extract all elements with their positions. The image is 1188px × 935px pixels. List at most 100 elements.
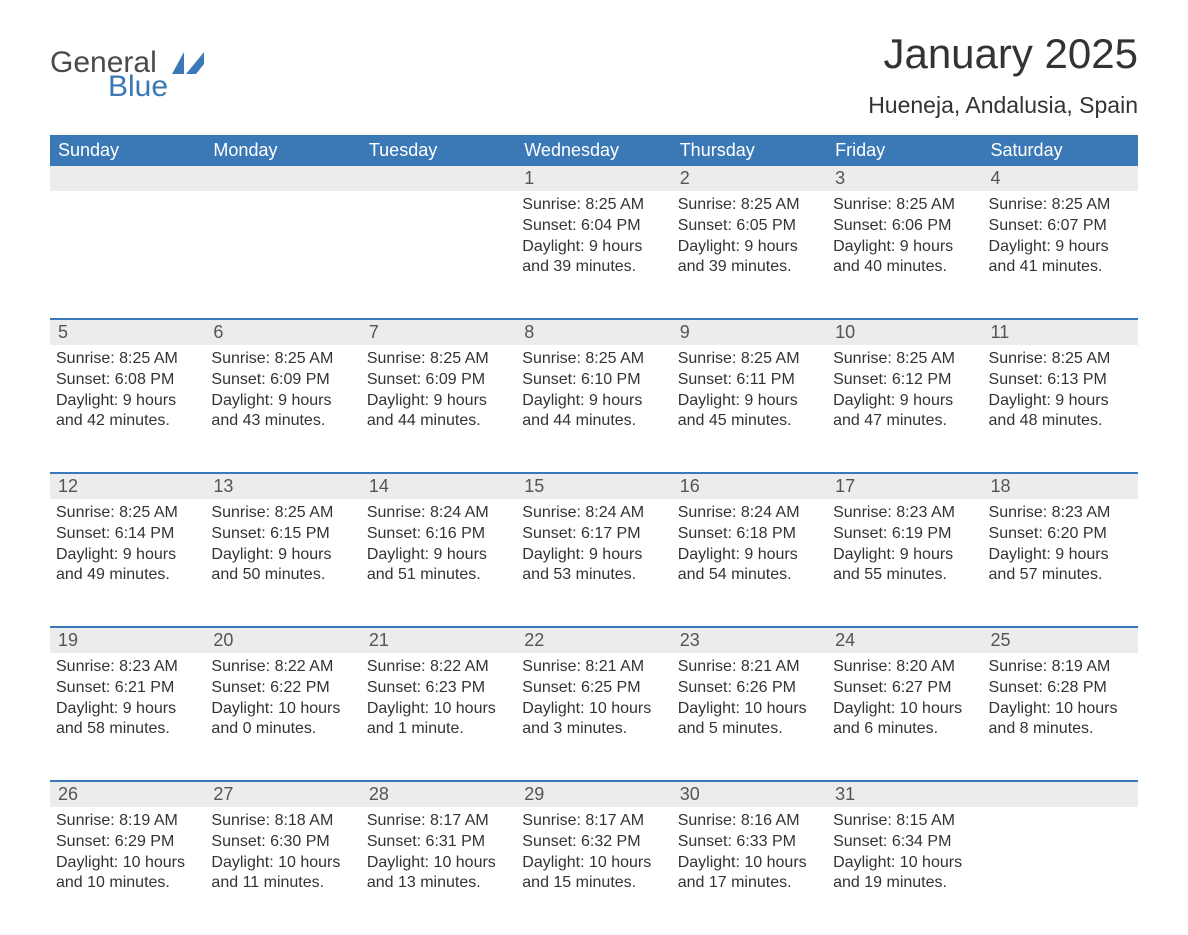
day-cell	[205, 191, 360, 319]
day-cell: Sunrise: 8:25 AMSunset: 6:15 PMDaylight:…	[205, 499, 360, 627]
daylight-line: and 0 minutes.	[211, 719, 352, 740]
daylight-line: Daylight: 10 hours	[522, 853, 663, 874]
sunrise-line: Sunrise: 8:15 AM	[833, 811, 974, 832]
daylight-line: Daylight: 9 hours	[56, 545, 197, 566]
day-cell: Sunrise: 8:17 AMSunset: 6:31 PMDaylight:…	[361, 807, 516, 935]
day-number: 21	[361, 627, 516, 653]
day-cell: Sunrise: 8:25 AMSunset: 6:14 PMDaylight:…	[50, 499, 205, 627]
daylight-line: Daylight: 10 hours	[367, 853, 508, 874]
daylight-line: and 51 minutes.	[367, 565, 508, 586]
day-cell: Sunrise: 8:25 AMSunset: 6:04 PMDaylight:…	[516, 191, 671, 319]
daynum-row: 567891011	[50, 319, 1138, 345]
day-details: Sunrise: 8:24 AMSunset: 6:17 PMDaylight:…	[516, 499, 671, 586]
day-cell: Sunrise: 8:21 AMSunset: 6:25 PMDaylight:…	[516, 653, 671, 781]
sunrise-line: Sunrise: 8:25 AM	[678, 349, 819, 370]
daylight-line: and 13 minutes.	[367, 873, 508, 894]
daylight-line: and 39 minutes.	[678, 257, 819, 278]
sunrise-line: Sunrise: 8:25 AM	[833, 349, 974, 370]
day-number: 12	[50, 473, 205, 499]
day-number: 14	[361, 473, 516, 499]
daylight-line: and 48 minutes.	[989, 411, 1130, 432]
sunset-line: Sunset: 6:09 PM	[211, 370, 352, 391]
month-title: January 2025	[868, 30, 1138, 78]
day-number: 15	[516, 473, 671, 499]
weekday-header: Tuesday	[361, 135, 516, 166]
sunset-line: Sunset: 6:11 PM	[678, 370, 819, 391]
daylight-line: Daylight: 9 hours	[989, 391, 1130, 412]
daylight-line: and 10 minutes.	[56, 873, 197, 894]
sunset-line: Sunset: 6:17 PM	[522, 524, 663, 545]
day-number: 4	[983, 166, 1138, 191]
header: General Blue January 2025 Hueneja, Andal…	[50, 30, 1138, 129]
daylight-line: and 58 minutes.	[56, 719, 197, 740]
daylight-line: and 19 minutes.	[833, 873, 974, 894]
sunrise-line: Sunrise: 8:16 AM	[678, 811, 819, 832]
week-row: Sunrise: 8:23 AMSunset: 6:21 PMDaylight:…	[50, 653, 1138, 781]
day-number: 31	[827, 781, 982, 807]
day-cell: Sunrise: 8:21 AMSunset: 6:26 PMDaylight:…	[672, 653, 827, 781]
day-number: 3	[827, 166, 982, 191]
daylight-line: Daylight: 9 hours	[367, 391, 508, 412]
day-number	[50, 166, 205, 191]
day-number: 22	[516, 627, 671, 653]
day-cell: Sunrise: 8:19 AMSunset: 6:28 PMDaylight:…	[983, 653, 1138, 781]
daylight-line: Daylight: 9 hours	[833, 391, 974, 412]
day-cell: Sunrise: 8:25 AMSunset: 6:11 PMDaylight:…	[672, 345, 827, 473]
daynum-row: 19202122232425	[50, 627, 1138, 653]
day-number: 20	[205, 627, 360, 653]
day-number: 26	[50, 781, 205, 807]
day-number: 2	[672, 166, 827, 191]
daylight-line: Daylight: 10 hours	[678, 699, 819, 720]
day-cell: Sunrise: 8:24 AMSunset: 6:18 PMDaylight:…	[672, 499, 827, 627]
sunrise-line: Sunrise: 8:25 AM	[989, 195, 1130, 216]
day-cell: Sunrise: 8:22 AMSunset: 6:22 PMDaylight:…	[205, 653, 360, 781]
day-cell: Sunrise: 8:22 AMSunset: 6:23 PMDaylight:…	[361, 653, 516, 781]
day-details: Sunrise: 8:15 AMSunset: 6:34 PMDaylight:…	[827, 807, 982, 894]
sunrise-line: Sunrise: 8:19 AM	[56, 811, 197, 832]
day-number: 8	[516, 319, 671, 345]
sunrise-line: Sunrise: 8:21 AM	[678, 657, 819, 678]
daylight-line: Daylight: 10 hours	[522, 699, 663, 720]
daylight-line: and 50 minutes.	[211, 565, 352, 586]
sunset-line: Sunset: 6:21 PM	[56, 678, 197, 699]
day-number: 9	[672, 319, 827, 345]
sunset-line: Sunset: 6:15 PM	[211, 524, 352, 545]
sunset-line: Sunset: 6:26 PM	[678, 678, 819, 699]
daylight-line: and 45 minutes.	[678, 411, 819, 432]
day-cell	[361, 191, 516, 319]
sunset-line: Sunset: 6:22 PM	[211, 678, 352, 699]
daylight-line: and 3 minutes.	[522, 719, 663, 740]
day-details: Sunrise: 8:25 AMSunset: 6:14 PMDaylight:…	[50, 499, 205, 586]
sunset-line: Sunset: 6:32 PM	[522, 832, 663, 853]
daylight-line: and 8 minutes.	[989, 719, 1130, 740]
weekday-header: Thursday	[672, 135, 827, 166]
sunrise-line: Sunrise: 8:23 AM	[989, 503, 1130, 524]
day-number: 13	[205, 473, 360, 499]
day-details: Sunrise: 8:23 AMSunset: 6:21 PMDaylight:…	[50, 653, 205, 740]
week-row: Sunrise: 8:25 AMSunset: 6:08 PMDaylight:…	[50, 345, 1138, 473]
weekday-header: Friday	[827, 135, 982, 166]
day-cell: Sunrise: 8:20 AMSunset: 6:27 PMDaylight:…	[827, 653, 982, 781]
weekday-header: Wednesday	[516, 135, 671, 166]
daylight-line: and 39 minutes.	[522, 257, 663, 278]
day-details: Sunrise: 8:22 AMSunset: 6:22 PMDaylight:…	[205, 653, 360, 740]
sunrise-line: Sunrise: 8:25 AM	[989, 349, 1130, 370]
day-details: Sunrise: 8:17 AMSunset: 6:32 PMDaylight:…	[516, 807, 671, 894]
day-details: Sunrise: 8:24 AMSunset: 6:16 PMDaylight:…	[361, 499, 516, 586]
sunrise-line: Sunrise: 8:24 AM	[367, 503, 508, 524]
daylight-line: Daylight: 9 hours	[56, 391, 197, 412]
daynum-row: 1234	[50, 166, 1138, 191]
daylight-line: Daylight: 9 hours	[833, 237, 974, 258]
sunset-line: Sunset: 6:34 PM	[833, 832, 974, 853]
day-details: Sunrise: 8:24 AMSunset: 6:18 PMDaylight:…	[672, 499, 827, 586]
sunset-line: Sunset: 6:23 PM	[367, 678, 508, 699]
day-number: 10	[827, 319, 982, 345]
day-cell: Sunrise: 8:25 AMSunset: 6:07 PMDaylight:…	[983, 191, 1138, 319]
day-details: Sunrise: 8:25 AMSunset: 6:05 PMDaylight:…	[672, 191, 827, 278]
day-cell	[983, 807, 1138, 935]
day-cell: Sunrise: 8:25 AMSunset: 6:13 PMDaylight:…	[983, 345, 1138, 473]
day-cell: Sunrise: 8:25 AMSunset: 6:06 PMDaylight:…	[827, 191, 982, 319]
day-cell: Sunrise: 8:23 AMSunset: 6:20 PMDaylight:…	[983, 499, 1138, 627]
location: Hueneja, Andalusia, Spain	[868, 92, 1138, 119]
daylight-line: and 5 minutes.	[678, 719, 819, 740]
